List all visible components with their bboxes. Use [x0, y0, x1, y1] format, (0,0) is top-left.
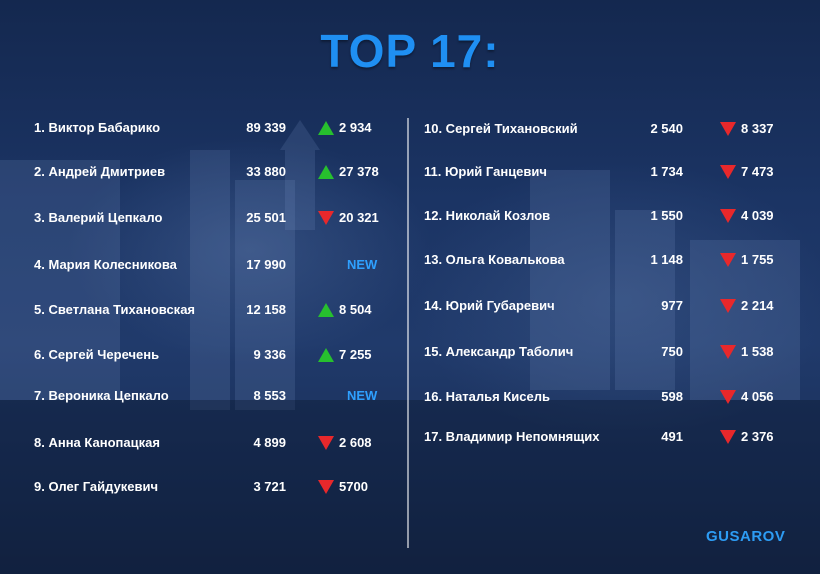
vote-count: 1 148	[650, 252, 683, 267]
candidate-name: 7. Вероника Цепкало	[34, 388, 169, 403]
ranking-row: 1. Виктор Бабарико 89 339 2 934	[34, 118, 404, 138]
ranking-row: 10. Сергей Тихановский 2 540 8 337	[424, 119, 804, 139]
vote-count: 2 540	[650, 121, 683, 136]
candidate-name: 14. Юрий Губаревич	[424, 298, 555, 313]
ranking-row: 6. Сергей Черечень 9 336 7 255	[34, 345, 404, 365]
candidate-name: 8. Анна Канопацкая	[34, 435, 160, 450]
arrow-up-icon	[318, 348, 334, 362]
vote-count: 25 501	[246, 210, 286, 225]
change-value: 5700	[339, 479, 368, 494]
change-value: 2 608	[339, 435, 372, 450]
change-value: 27 378	[339, 164, 379, 179]
vote-count: 8 553	[253, 388, 286, 403]
arrow-down-icon	[720, 253, 736, 267]
arrow-up-icon	[318, 121, 334, 135]
ranking-row: 2. Андрей Дмитриев 33 880 27 378	[34, 162, 404, 182]
ranking-row: 16. Наталья Кисель 598 4 056	[424, 387, 804, 407]
change-value: 2 214	[741, 298, 774, 313]
change-value: 1 538	[741, 344, 774, 359]
arrow-down-icon	[720, 299, 736, 313]
arrow-down-icon	[720, 345, 736, 359]
ranking-row: 15. Александр Таболич 750 1 538	[424, 342, 804, 362]
vote-count: 1 550	[650, 208, 683, 223]
change-value: 1 755	[741, 252, 774, 267]
candidate-name: 1. Виктор Бабарико	[34, 120, 161, 135]
ranking-row: 4. Мария Колесникова 17 990 NEW	[34, 255, 404, 275]
change-value: 8 337	[741, 121, 774, 136]
vote-count: 89 339	[246, 120, 286, 135]
arrow-down-icon	[318, 480, 334, 494]
candidate-name: 16. Наталья Кисель	[424, 389, 550, 404]
candidate-name: 6. Сергей Черечень	[34, 347, 160, 362]
vote-count: 9 336	[253, 347, 286, 362]
change-value: 2 934	[339, 120, 372, 135]
column-divider	[407, 118, 409, 548]
brand-logo-text: GUSAROV	[706, 528, 786, 545]
ranking-row: 3. Валерий Цепкало 25 501 20 321	[34, 208, 404, 228]
vote-count: 33 880	[246, 164, 286, 179]
candidate-name: 11. Юрий Ганцевич	[424, 164, 547, 179]
candidate-name: 5. Светлана Тихановская	[34, 302, 196, 317]
ranking-row: 14. Юрий Губаревич 977 2 214	[424, 296, 804, 316]
ranking-row: 17. Владимир Непомнящих 491 2 376	[424, 427, 804, 447]
candidate-name: 2. Андрей Дмитриев	[34, 164, 166, 179]
candidate-name: 10. Сергей Тихановский	[424, 121, 578, 136]
vote-count: 491	[661, 429, 683, 444]
vote-count: 977	[661, 298, 683, 313]
change-value: 2 376	[741, 429, 774, 444]
arrow-down-icon	[720, 430, 736, 444]
candidate-name: 17. Владимир Непомнящих	[424, 429, 600, 444]
new-badge: NEW	[347, 257, 378, 272]
arrow-down-icon	[318, 211, 334, 225]
ranking-row: 11. Юрий Ганцевич 1 734 7 473	[424, 162, 804, 182]
ranking-row: 7. Вероника Цепкало 8 553 NEW	[34, 386, 404, 406]
arrow-up-icon	[318, 165, 334, 179]
vote-count: 12 158	[246, 302, 286, 317]
change-value: 7 255	[339, 347, 372, 362]
candidate-name: 9. Олег Гайдукевич	[34, 479, 159, 494]
vote-count: 17 990	[246, 257, 286, 272]
vote-count: 750	[661, 344, 683, 359]
vote-count: 598	[661, 389, 683, 404]
candidate-name: 3. Валерий Цепкало	[34, 210, 163, 225]
change-value: 8 504	[339, 302, 372, 317]
change-value: 7 473	[741, 164, 774, 179]
change-value: 4 056	[741, 389, 774, 404]
arrow-down-icon	[720, 122, 736, 136]
ranking-row: 8. Анна Канопацкая 4 899 2 608	[34, 433, 404, 453]
page-title: TOP 17:	[320, 25, 500, 77]
arrow-down-icon	[720, 390, 736, 404]
vote-count: 4 899	[253, 435, 286, 450]
candidate-name: 12. Николай Козлов	[424, 208, 551, 223]
new-badge: NEW	[347, 388, 378, 403]
ranking-row: 13. Ольга Ковалькова 1 148 1 755	[424, 250, 804, 270]
arrow-down-icon	[318, 436, 334, 450]
ranking-row: 9. Олег Гайдукевич 3 721 5700	[34, 477, 404, 497]
candidate-name: 13. Ольга Ковалькова	[424, 252, 565, 267]
ranking-row: 5. Светлана Тихановская 12 158 8 504	[34, 300, 404, 320]
arrow-down-icon	[720, 165, 736, 179]
ranking-row: 12. Николай Козлов 1 550 4 039	[424, 206, 804, 226]
vote-count: 3 721	[253, 479, 286, 494]
change-value: 20 321	[339, 210, 379, 225]
arrow-down-icon	[720, 209, 736, 223]
vote-count: 1 734	[650, 164, 683, 179]
change-value: 4 039	[741, 208, 774, 223]
arrow-up-icon	[318, 303, 334, 317]
candidate-name: 4. Мария Колесникова	[34, 257, 177, 272]
candidate-name: 15. Александр Таболич	[424, 344, 574, 359]
